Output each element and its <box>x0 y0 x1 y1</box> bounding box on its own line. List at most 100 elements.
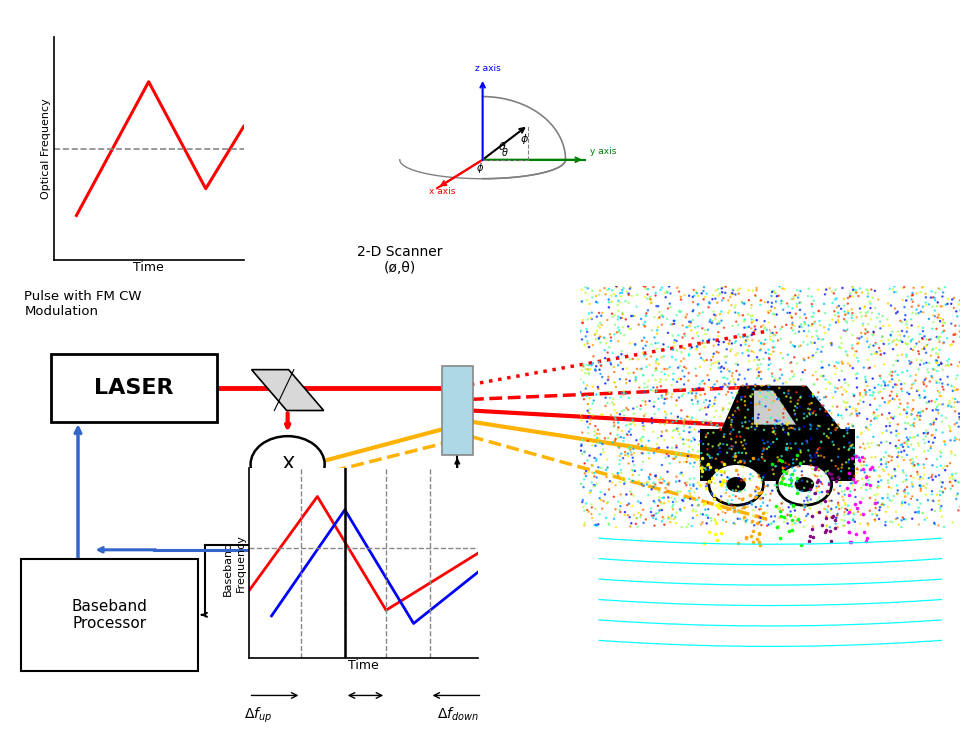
Point <box>880 380 896 392</box>
Point <box>903 454 918 466</box>
Point <box>768 296 784 308</box>
Point <box>637 478 652 490</box>
Point <box>642 473 657 485</box>
Point <box>695 306 711 318</box>
Point <box>890 325 906 337</box>
Point <box>887 302 903 314</box>
Point <box>627 339 643 351</box>
Point <box>794 485 809 497</box>
Point <box>660 302 676 314</box>
Point <box>855 318 871 330</box>
Point <box>889 390 905 402</box>
Point <box>694 337 710 349</box>
Point <box>944 298 959 310</box>
Point <box>620 450 636 462</box>
Point <box>813 470 829 482</box>
Point <box>875 492 890 504</box>
Point <box>775 282 791 294</box>
Point <box>736 473 752 484</box>
Point <box>905 419 920 431</box>
Point <box>919 428 935 440</box>
Point <box>684 394 700 406</box>
Point <box>936 325 952 337</box>
Point <box>675 331 690 343</box>
Point <box>677 378 692 390</box>
Point <box>925 474 941 486</box>
Point <box>574 284 590 296</box>
Point <box>745 389 760 400</box>
Point <box>846 508 862 520</box>
Point <box>830 400 845 412</box>
Point <box>740 344 756 356</box>
Point <box>861 341 877 353</box>
Point <box>756 442 771 454</box>
Point <box>863 479 878 491</box>
Point <box>809 507 825 519</box>
Point <box>760 296 776 308</box>
Point <box>576 473 592 485</box>
Point <box>918 424 934 436</box>
Point <box>913 485 928 497</box>
Point <box>904 379 919 391</box>
Point <box>757 455 772 467</box>
Point <box>848 287 864 299</box>
Point <box>727 307 743 319</box>
Point <box>930 385 946 397</box>
Point <box>933 357 949 369</box>
Point <box>760 443 775 455</box>
Point <box>785 514 800 526</box>
Point <box>944 448 959 460</box>
Point <box>800 444 816 456</box>
Point <box>589 333 604 345</box>
Point <box>779 297 795 309</box>
Point <box>821 477 837 489</box>
Point <box>903 470 918 482</box>
Point <box>587 328 603 340</box>
Point <box>916 376 931 388</box>
Point <box>883 386 899 398</box>
Point <box>932 485 948 497</box>
Point <box>763 519 779 531</box>
Point <box>766 425 782 437</box>
Point <box>899 406 915 418</box>
Point <box>636 424 651 435</box>
Point <box>925 317 941 328</box>
Point <box>806 307 822 319</box>
Point <box>904 409 919 421</box>
Point <box>897 314 913 325</box>
Point <box>923 395 939 407</box>
Point <box>852 496 868 508</box>
Point <box>948 384 963 396</box>
Point <box>938 412 954 424</box>
Point <box>744 299 760 311</box>
Point <box>596 495 611 507</box>
Point <box>745 510 760 522</box>
Point <box>630 521 645 533</box>
Point <box>873 386 888 398</box>
Point <box>841 467 857 479</box>
Point <box>768 327 784 339</box>
Point <box>882 417 898 429</box>
Point <box>699 409 715 421</box>
Point <box>783 469 799 481</box>
Point <box>687 322 703 334</box>
Point <box>830 422 845 434</box>
Point <box>861 288 877 299</box>
Point <box>806 378 822 390</box>
Point <box>769 415 785 427</box>
Point <box>584 512 600 524</box>
Point <box>663 492 679 504</box>
Point <box>756 452 771 464</box>
Point <box>924 459 940 471</box>
Point <box>883 455 899 467</box>
Point <box>906 472 921 484</box>
Point <box>750 412 765 424</box>
Point <box>743 397 759 409</box>
Point <box>839 481 855 493</box>
Point <box>942 422 957 434</box>
Point <box>753 390 768 402</box>
Point <box>803 459 819 471</box>
Point <box>904 290 919 302</box>
Point <box>949 490 964 502</box>
Point <box>846 442 862 454</box>
